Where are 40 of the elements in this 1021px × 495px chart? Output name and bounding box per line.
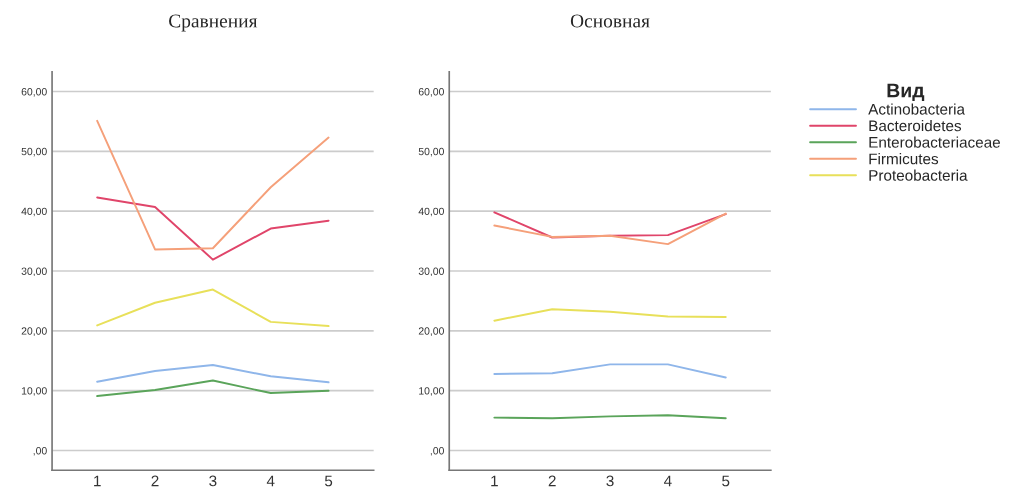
x-tick-label: 2 [151,475,159,487]
legend-label: Firmicutes [869,153,939,165]
line-series [493,212,727,246]
legend-label: Proteobacteria [869,169,968,181]
legend-label: Enterobacteriaceae [869,136,1000,148]
y-tick-label: ,00 [33,447,47,456]
x-tick-label: 4 [663,475,672,487]
x-tick-label: 5 [324,475,333,487]
legend-label: Actinobacteria [868,103,965,115]
y-tick-label: 20,00 [418,327,444,336]
x-tick-label: 5 [722,475,730,487]
x-tick-label: 2 [548,475,556,487]
x-tick-label: 3 [209,475,217,487]
x-tick-label: 4 [266,475,275,487]
y-tick-label: 10,00 [419,387,444,396]
y-tick-label: 40,00 [418,207,444,217]
y-tick-label: 60,00 [418,88,444,97]
y-tick-label: 50,00 [21,147,47,157]
y-tick-label: 40,00 [21,207,47,217]
line-series [96,119,330,251]
chart-title: Основная [570,14,650,28]
y-tick-label: 30,00 [21,267,47,277]
line-series [493,363,727,379]
line-series [96,363,330,384]
legend-title: Вид [887,83,925,102]
line-series [96,288,330,328]
line-series [493,308,727,322]
line-series [96,379,330,398]
line-series [96,196,330,261]
y-tick-label: 50,00 [418,147,444,157]
x-tick-label: 1 [94,475,101,487]
chart-title: Сравнения [169,14,258,32]
y-tick-label: ,00 [430,447,444,456]
legend-label: Bacteroidetes [869,120,962,132]
x-tick-label: 1 [491,475,498,487]
y-tick-label: 60,00 [21,88,47,97]
y-tick-label: 20,00 [21,327,47,336]
y-tick-label: 30,00 [418,267,444,277]
x-tick-label: 3 [606,475,614,487]
y-tick-label: 10,00 [21,387,47,396]
